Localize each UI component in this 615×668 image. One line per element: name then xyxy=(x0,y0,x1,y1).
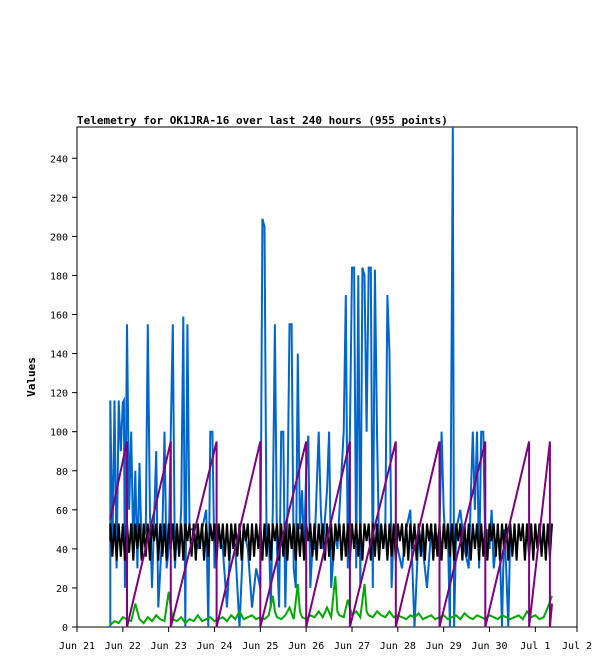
y-tick-label: 60 xyxy=(56,506,68,517)
y-tick-label: 120 xyxy=(50,389,68,400)
y-tick-label: 140 xyxy=(50,350,68,361)
y-axis: 0 20 40 60 80 100 120 140 160 180 200 220 240 xyxy=(50,154,77,634)
y-tick-label: 0 xyxy=(62,623,68,634)
series-layer xyxy=(109,126,553,628)
y-tick-label: 160 xyxy=(50,311,68,322)
y-tick-label: 80 xyxy=(56,467,68,478)
x-tick-label: Jun 27 xyxy=(334,641,370,652)
y-tick-label: 100 xyxy=(50,428,68,439)
y-tick-label: 200 xyxy=(50,232,68,243)
plot-frame xyxy=(76,126,578,628)
x-tick-label: Jun 25 xyxy=(242,641,278,652)
x-tick-label: Jul 2 xyxy=(562,641,592,652)
x-axis: Jun 21 Jun 22 Jun 23 Jun 24 Jun 25 Jun 26 Jun … xyxy=(59,627,592,652)
x-tick-label: Jun 21 xyxy=(59,641,95,652)
x-tick-label: Jun 30 xyxy=(471,641,507,652)
y-tick-label: 220 xyxy=(50,193,68,204)
x-tick-label: Jun 26 xyxy=(288,641,324,652)
y-axis-label: Values xyxy=(25,357,38,397)
y-tick-label: 240 xyxy=(50,154,68,165)
x-tick-label: Jun 22 xyxy=(105,641,141,652)
chart-title: Telemetry for OK1JRA-16 over last 240 ho… xyxy=(77,114,448,127)
y-tick-label: 180 xyxy=(50,271,68,282)
x-tick-label: Jun 24 xyxy=(196,641,232,652)
x-tick-label: Jun 29 xyxy=(426,641,462,652)
x-tick-label: Jul 1 xyxy=(520,641,550,652)
series-line-3 xyxy=(109,576,553,626)
series-line-2 xyxy=(109,523,553,561)
y-tick-label: 20 xyxy=(56,584,68,595)
x-tick-label: Jun 28 xyxy=(380,641,416,652)
series-line-4 xyxy=(109,441,553,628)
x-tick-label: Jun 23 xyxy=(151,641,187,652)
y-tick-label: 40 xyxy=(56,545,68,556)
